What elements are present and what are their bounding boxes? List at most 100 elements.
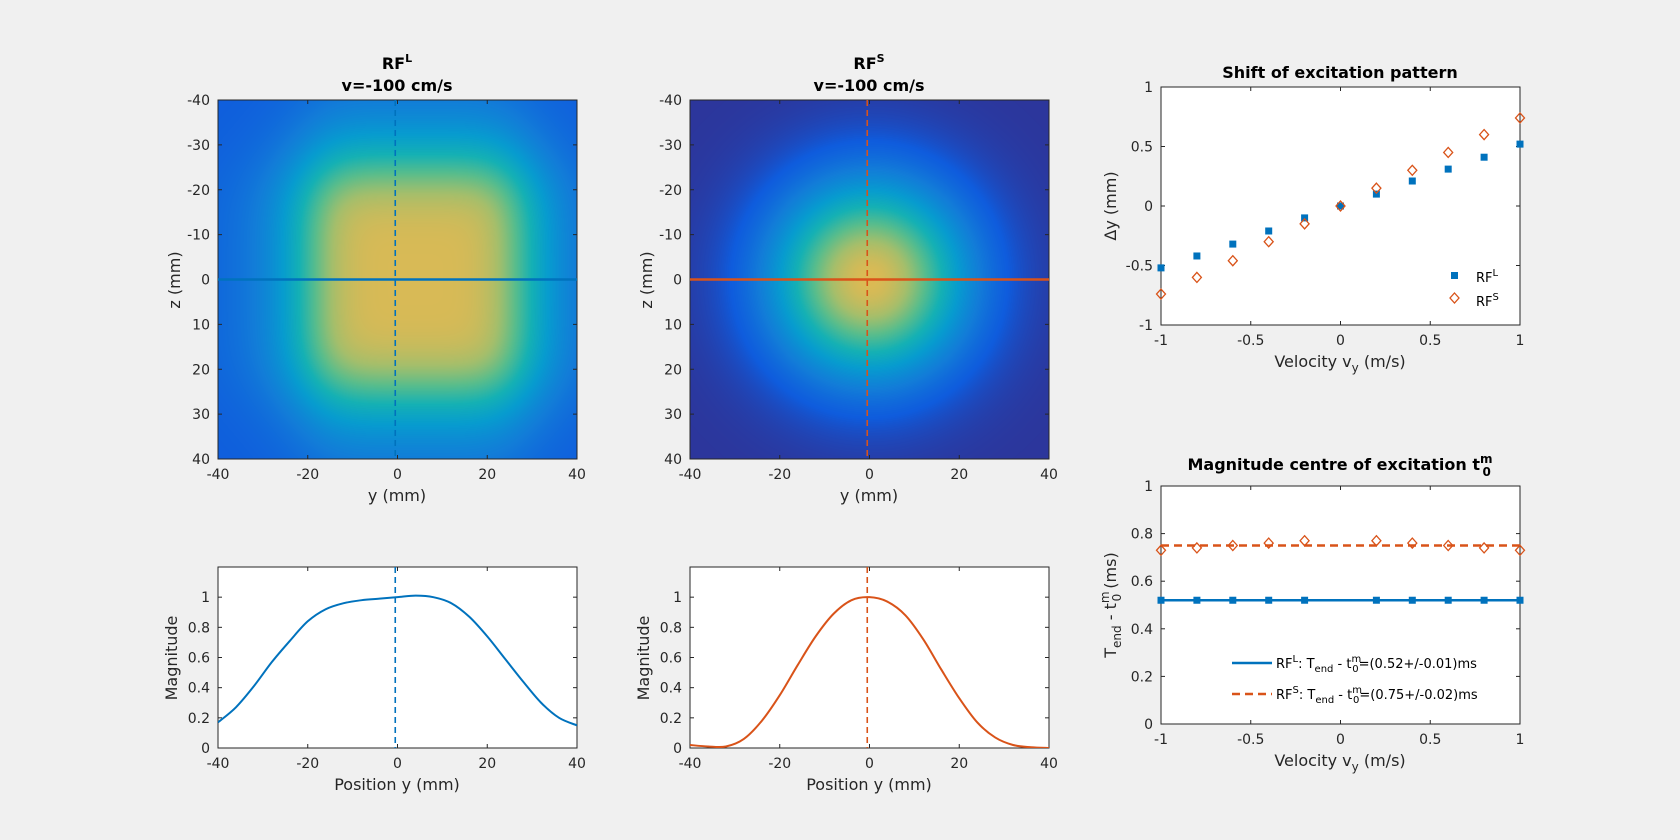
data-point xyxy=(1480,596,1488,604)
data-point xyxy=(1157,264,1165,272)
shift-legend-label-s: RFS xyxy=(1476,292,1499,310)
y-tick-label: 0.2 xyxy=(660,711,682,727)
magnitude-centre-xlabel: Velocity vy (m/s) xyxy=(1274,751,1405,774)
profile-line xyxy=(690,596,1049,748)
x-tick-label: 20 xyxy=(950,467,968,483)
x-tick-label: -40 xyxy=(207,467,230,483)
data-point xyxy=(1371,182,1382,195)
data-point xyxy=(1442,146,1454,159)
data-point xyxy=(1478,128,1490,141)
data-point xyxy=(1372,596,1380,604)
y-tick-label: 0.4 xyxy=(1131,622,1153,638)
x-tick-label: 20 xyxy=(478,756,496,772)
profile-short-panel: -40 -20 0 20 40 0 0.2 0.4 0.6 0.8 1 Position y (mm… xyxy=(634,566,1058,794)
x-tick-label: 40 xyxy=(568,756,586,772)
heatmap-long-ylabel: z (mm) xyxy=(165,251,184,308)
data-point xyxy=(1299,534,1310,547)
data-point xyxy=(1265,596,1273,604)
x-tick-label: 1 xyxy=(1516,333,1525,349)
y-tick-label: 1 xyxy=(1144,479,1153,495)
profile-line xyxy=(218,594,577,727)
magnitude-centre-legend: RFL: Tend - tm 0=(0.52+/-0.01)ms RFS: Ten… xyxy=(1232,654,1478,706)
x-tick-label: -0.5 xyxy=(1237,333,1264,349)
x-tick-label: -1 xyxy=(1154,732,1168,748)
profile-long-panel: -40 -20 0 20 40 0 0.2 0.4 0.6 0.8 1 Position y (mm… xyxy=(162,566,586,794)
y-tick-label: -30 xyxy=(659,138,682,154)
y-tick-label: 0 xyxy=(673,741,682,757)
data-point xyxy=(1406,164,1418,177)
data-point xyxy=(1516,596,1524,604)
magnitude-centre-ylabel: Tend - tm0 (ms) xyxy=(1098,552,1124,658)
y-tick-label: -40 xyxy=(187,93,210,109)
data-point xyxy=(1193,252,1201,260)
y-tick-label: 0.6 xyxy=(188,651,210,667)
x-tick-label: 0 xyxy=(393,756,402,772)
y-tick-label: 0.8 xyxy=(660,620,682,636)
y-tick-label: -30 xyxy=(187,138,210,154)
data-point xyxy=(1516,140,1524,148)
shift-panel: Shift of excitation pattern -1 -0.5 0 0.5 1-… xyxy=(1101,63,1526,375)
y-tick-label: 40 xyxy=(192,452,210,468)
shift-legend: RFL RFS xyxy=(1449,268,1499,310)
y-tick-label: 0 xyxy=(1144,717,1153,733)
data-point xyxy=(1371,534,1382,547)
x-tick-label: 1 xyxy=(1516,732,1525,748)
shift-ylabel: Δy (mm) xyxy=(1101,171,1120,240)
data-point xyxy=(1444,165,1452,173)
x-tick-label: -20 xyxy=(768,756,791,772)
x-tick-label: -20 xyxy=(768,467,791,483)
x-tick-label: -20 xyxy=(296,467,319,483)
x-tick-label: -1 xyxy=(1154,333,1168,349)
data-point xyxy=(1229,596,1237,604)
shift-legend-label-l: RFL xyxy=(1476,268,1499,286)
data-point xyxy=(1193,596,1201,604)
y-tick-label: 1 xyxy=(201,590,210,606)
y-tick-label: 0 xyxy=(201,273,210,289)
mc-legend-label-s: RFS: Tend - tm 0=(0.75+/-0.02)ms xyxy=(1276,685,1478,706)
y-tick-label: 0.8 xyxy=(1131,527,1153,543)
shift-xlabel: Velocity vy (m/s) xyxy=(1274,352,1405,375)
x-tick-label: -20 xyxy=(296,756,319,772)
heatmap-short-panel: RFS v=-100 cm/s -40 -20 0 20 40-40-30-20-100… xyxy=(637,52,1058,505)
y-tick-label: 0 xyxy=(1144,199,1153,215)
data-point xyxy=(1263,235,1275,248)
x-tick-label: 40 xyxy=(1040,756,1058,772)
y-tick-label: 0.2 xyxy=(1131,669,1153,685)
y-tick-label: 30 xyxy=(664,407,682,423)
data-point xyxy=(1227,539,1239,552)
data-point xyxy=(1480,153,1488,161)
y-tick-label: 0.8 xyxy=(188,620,210,636)
heatmap-long-panel: RFL v=-100 cm/s -40 -20 0 20 40-40-30-20-100… xyxy=(165,52,586,505)
profile-short-axes: -40 -20 0 20 40 0 0.2 0.4 0.6 0.8 1 xyxy=(660,566,1058,772)
x-tick-label: 40 xyxy=(1040,467,1058,483)
y-tick-label: 0.2 xyxy=(188,711,210,727)
profile-long-plot-area xyxy=(218,567,577,748)
data-point xyxy=(1442,539,1454,552)
x-tick-label: 0 xyxy=(1336,732,1345,748)
y-tick-label: 40 xyxy=(664,452,682,468)
heatmap-short-subtitle: v=-100 cm/s xyxy=(814,76,925,95)
y-tick-label: -10 xyxy=(659,228,682,244)
profile-short-xlabel: Position y (mm) xyxy=(806,775,932,794)
heatmap-long-subtitle: v=-100 cm/s xyxy=(342,76,453,95)
x-tick-label: 0.5 xyxy=(1419,333,1441,349)
y-tick-label: -10 xyxy=(187,228,210,244)
x-tick-label: -40 xyxy=(207,756,230,772)
y-tick-label: 10 xyxy=(192,317,210,333)
magnitude-centre-panel: Magnitude centre of excitation tm 0 -1 -0.… xyxy=(1098,452,1526,774)
data-point xyxy=(1514,544,1526,557)
x-tick-label: 0 xyxy=(865,756,874,772)
shift-legend-marker-l xyxy=(1451,272,1458,279)
y-tick-label: -0.5 xyxy=(1126,259,1153,275)
y-tick-label: -20 xyxy=(187,183,210,199)
data-point xyxy=(1191,541,1203,554)
x-tick-label: 0 xyxy=(1336,333,1345,349)
x-tick-label: 0.5 xyxy=(1419,732,1441,748)
magnitude-centre-title: Magnitude centre of excitation tm 0 xyxy=(1187,452,1492,479)
x-tick-label: 0 xyxy=(865,467,874,483)
profile-short-plot-area xyxy=(690,567,1049,748)
data-point xyxy=(1337,202,1344,210)
profile-long-axes: -40 -20 0 20 40 0 0.2 0.4 0.6 0.8 1 xyxy=(188,566,586,772)
